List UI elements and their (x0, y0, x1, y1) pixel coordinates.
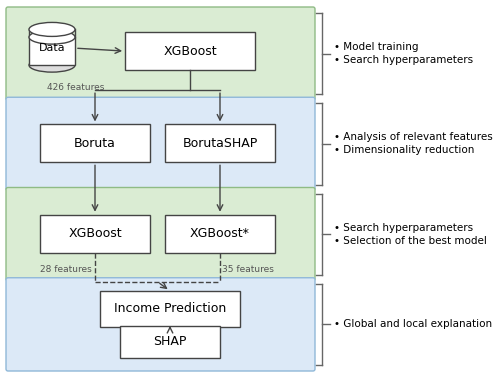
Text: XGBoost*: XGBoost* (190, 227, 250, 240)
FancyBboxPatch shape (100, 291, 240, 327)
Text: BorutaSHAP: BorutaSHAP (182, 137, 258, 150)
FancyBboxPatch shape (125, 32, 255, 70)
Text: Income Prediction: Income Prediction (114, 302, 226, 316)
Text: Boruta: Boruta (74, 137, 116, 150)
Text: Data: Data (38, 43, 66, 53)
FancyBboxPatch shape (40, 215, 150, 253)
Text: • Global and local explanation: • Global and local explanation (334, 319, 492, 329)
Ellipse shape (29, 30, 75, 44)
FancyBboxPatch shape (120, 326, 220, 358)
Text: • Search hyperparameters: • Search hyperparameters (334, 55, 473, 65)
Text: • Dimensionality reduction: • Dimensionality reduction (334, 146, 474, 155)
Text: • Analysis of relevant features: • Analysis of relevant features (334, 132, 493, 143)
Text: 35 features: 35 features (222, 265, 274, 274)
Text: SHAP: SHAP (154, 336, 186, 348)
Bar (29, 37, 75, 65)
Text: • Selection of the best model: • Selection of the best model (334, 236, 487, 246)
FancyBboxPatch shape (6, 278, 315, 371)
Ellipse shape (29, 58, 75, 72)
FancyBboxPatch shape (6, 7, 315, 100)
FancyBboxPatch shape (165, 215, 275, 253)
FancyBboxPatch shape (6, 97, 315, 190)
Ellipse shape (29, 22, 75, 37)
Text: • Search hyperparameters: • Search hyperparameters (334, 223, 473, 233)
FancyBboxPatch shape (6, 187, 315, 281)
Text: • Model training: • Model training (334, 42, 418, 52)
FancyBboxPatch shape (40, 124, 150, 162)
Text: 426 features: 426 features (47, 83, 104, 92)
Text: 28 features: 28 features (40, 265, 92, 274)
FancyBboxPatch shape (165, 124, 275, 162)
Text: XGBoost: XGBoost (163, 44, 217, 58)
Text: XGBoost: XGBoost (68, 227, 122, 240)
